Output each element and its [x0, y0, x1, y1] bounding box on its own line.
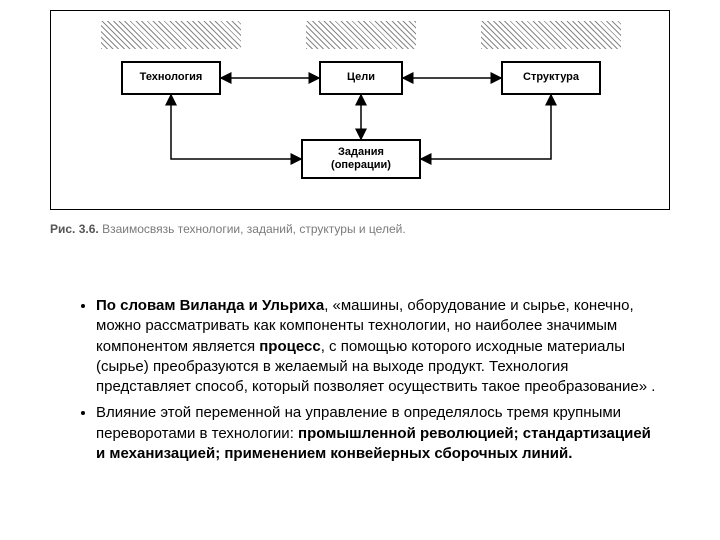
hatch-bar-1: [101, 21, 241, 49]
hatch-bar-3: [481, 21, 621, 49]
node-technology: Технология: [121, 61, 221, 95]
bullet-text-block: По словам Виланда и Ульриха, «машины, об…: [72, 296, 662, 470]
figure-caption: Рис. 3.6. Взаимосвязь технологии, задани…: [50, 222, 406, 236]
bullet-1-bold2: процесс: [259, 338, 320, 355]
bullet-1: По словам Виланда и Ульриха, «машины, об…: [96, 296, 662, 397]
bullet-1-lead: По словам Виланда и Ульриха: [96, 297, 324, 314]
hatch-bar-2: [306, 21, 416, 49]
node-goals: Цели: [319, 61, 403, 95]
caption-prefix: Рис. 3.6.: [50, 222, 99, 236]
caption-text: Взаимосвязь технологии, заданий, структу…: [102, 222, 406, 236]
node-tasks: Задания(операции): [301, 139, 421, 179]
diagram-frame: Технология Цели Структура Задания(операц…: [50, 10, 670, 210]
node-structure: Структура: [501, 61, 601, 95]
bullet-2: Влияние этой переменной на управление в …: [96, 403, 662, 464]
